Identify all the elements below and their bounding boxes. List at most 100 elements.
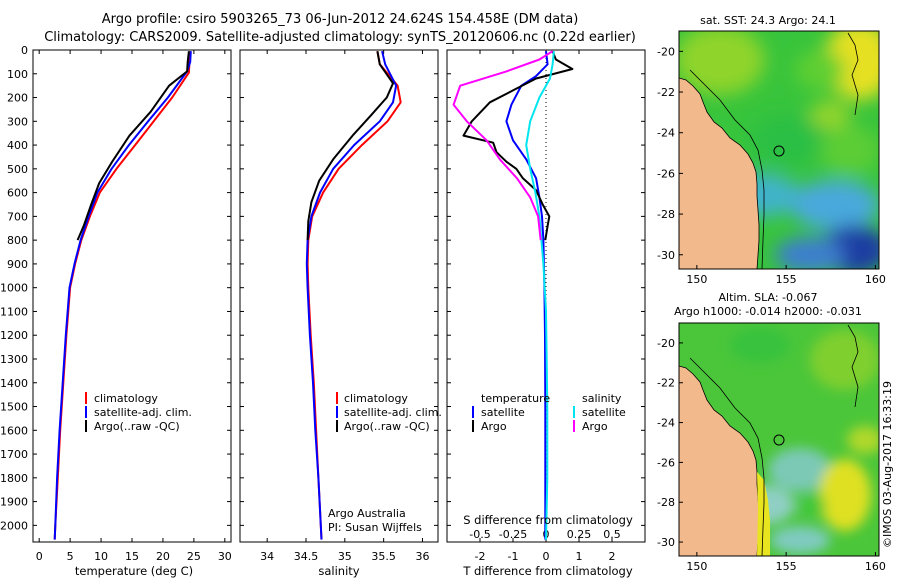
figure-title-line-1: Argo profile: csiro 5903265_73 06-Jun-20… bbox=[102, 12, 579, 27]
depth-tick-label: 1600 bbox=[0, 424, 28, 437]
legend-s-satellite-label: satellite bbox=[582, 406, 626, 419]
legend-t-satellite-label: satellite bbox=[481, 406, 525, 419]
sst-map-title: sat. SST: 24.3 Argo: 24.1 bbox=[700, 14, 836, 27]
temperature-panel: 0100200300400500600700800900100011001200… bbox=[0, 44, 232, 578]
legend-argo-label: Argo(..raw -QC) bbox=[344, 420, 430, 433]
temperature-depth-axis: 0 100 200 300 400 500 600 700 800 900 1000 1100 1200… bbox=[0, 44, 28, 532]
depth-tick-label: 800 bbox=[7, 234, 28, 247]
x-tick-label: 0 bbox=[36, 550, 43, 563]
map-y-tick-label: -22 bbox=[657, 86, 675, 99]
temperature-x-axis: 0 5 10 15 20 25 30 bbox=[36, 50, 232, 563]
sla-map-frame bbox=[678, 322, 880, 557]
map-x-tick-label: 160 bbox=[865, 273, 886, 286]
x-tick-label: 1 bbox=[576, 550, 583, 563]
sla-map-axes: 150 155 160 -20 -22 -24 -26 -28 -30 bbox=[657, 337, 886, 573]
sla-map-title: Altim. SLA: -0.067 bbox=[718, 291, 817, 304]
temperature-legend: climatology satellite-adj. clim. Argo(..… bbox=[85, 392, 192, 433]
depth-tick-label: 1400 bbox=[0, 377, 28, 390]
sla-float-position bbox=[773, 434, 785, 446]
map-x-tick-label: 155 bbox=[776, 273, 797, 286]
temperature-axis-label: temperature (deg C) bbox=[75, 564, 193, 578]
x-tick-label: 5 bbox=[67, 550, 74, 563]
series-line-argo-raw-qc- bbox=[76, 51, 190, 241]
map-y-tick-label: -22 bbox=[657, 377, 675, 390]
legend-s-argo-label: Argo bbox=[582, 420, 608, 433]
difference-panel: -2 -1 0 1 2-0.5 -0.25 0 0.25 0.5 T difference fr… bbox=[446, 49, 646, 578]
series-line-temperature-argo bbox=[462, 50, 574, 241]
depth-tick-label: 1000 bbox=[0, 282, 28, 295]
imos-credit: ©IMOS 03-Aug-2017 16:33:19 bbox=[881, 381, 894, 548]
map-y-tick-label: -20 bbox=[657, 45, 675, 58]
x-tick-label: 0 bbox=[543, 550, 550, 563]
sst-map-frame bbox=[678, 30, 880, 270]
x-tick-label: 36 bbox=[415, 550, 429, 563]
map-y-tick-label: -24 bbox=[657, 417, 675, 430]
x-tick-label: 25 bbox=[187, 550, 201, 563]
map-y-tick-label: -26 bbox=[657, 456, 675, 469]
x-tick-label: 10 bbox=[94, 550, 108, 563]
depth-tick-label: 900 bbox=[7, 258, 28, 271]
x-tick-label: 2 bbox=[609, 550, 616, 563]
map-y-tick-label: -28 bbox=[657, 208, 675, 221]
sst-map: sat. SST: 24.3 Argo: 24.1 150 155 160 -20 -2… bbox=[657, 14, 886, 286]
x-tick-label: 30 bbox=[218, 550, 232, 563]
depth-tick-label: 600 bbox=[7, 187, 28, 200]
x-tick-label: -2 bbox=[475, 550, 486, 563]
map-y-tick-label: -24 bbox=[657, 127, 675, 140]
salinity-panel: 34 34.5 35 35.5 36 salinity climatology sate… bbox=[239, 49, 442, 578]
legend-argo-label: Argo(..raw -QC) bbox=[94, 420, 180, 433]
salinity-x-axis: 34 34.5 35 35.5 36 bbox=[260, 50, 429, 563]
map-y-tick-label: -30 bbox=[657, 249, 675, 262]
sst-map-axes: 150 155 160 -20 -22 -24 -26 -28 -30 bbox=[657, 45, 886, 286]
sla-isobath bbox=[689, 357, 765, 556]
map-x-tick-label: 155 bbox=[776, 560, 797, 573]
depth-tick-label: 1700 bbox=[0, 448, 28, 461]
difference-lines bbox=[452, 50, 574, 540]
s-difference-axis-label: S difference from climatology bbox=[463, 513, 633, 527]
map-x-tick-label: 150 bbox=[686, 560, 707, 573]
x-tick-label: 20 bbox=[156, 550, 170, 563]
difference-legend: temperature satellite Argo salinity sate… bbox=[472, 392, 626, 433]
depth-tick-label: 1300 bbox=[0, 353, 28, 366]
map-x-tick-label: 150 bbox=[686, 273, 707, 286]
x-tick-label: 34.5 bbox=[294, 550, 319, 563]
series-line-salinity-satellite bbox=[525, 51, 555, 540]
map-y-tick-label: -26 bbox=[657, 167, 675, 180]
temperature-lines bbox=[53, 51, 192, 540]
map-y-tick-label: -20 bbox=[657, 337, 675, 350]
sst-land bbox=[679, 77, 760, 269]
depth-tick-label: 700 bbox=[7, 210, 28, 223]
series-line-argo-raw-qc- bbox=[306, 51, 394, 241]
series-line-salinity-argo bbox=[452, 50, 554, 241]
series-line-satellite-adj-clim- bbox=[53, 51, 192, 540]
s-tick-label: -0.5 bbox=[469, 528, 490, 541]
annotation-argo-australia: Argo Australia bbox=[328, 507, 406, 520]
depth-tick-label: 0 bbox=[21, 44, 28, 57]
depth-tick-label: 400 bbox=[7, 139, 28, 152]
map-y-tick-label: -28 bbox=[657, 496, 675, 509]
s-tick-label: 0.5 bbox=[603, 528, 621, 541]
legend-temperature-header: temperature bbox=[481, 392, 550, 405]
salinity-legend: climatology satellite-adj. clim. Argo(..… bbox=[336, 392, 442, 433]
figure-title-line-2: Climatology: CARS2009. Satellite-adjuste… bbox=[44, 30, 636, 45]
depth-tick-label: 1500 bbox=[0, 401, 28, 414]
sla-isobath-offshore bbox=[847, 324, 859, 408]
depth-tick-label: 300 bbox=[7, 115, 28, 128]
sla-map: Altim. SLA: -0.067 Argo h1000: -0.014 h2… bbox=[657, 291, 886, 573]
depth-tick-label: 500 bbox=[7, 163, 28, 176]
depth-tick-label: 1800 bbox=[0, 472, 28, 485]
x-tick-label: 35.5 bbox=[371, 550, 396, 563]
series-line-satellite-adj-clim- bbox=[305, 50, 398, 540]
x-tick-label: 35 bbox=[338, 550, 352, 563]
sla-field-patches bbox=[725, 327, 879, 554]
legend-satellite-label: satellite-adj. clim. bbox=[94, 406, 192, 419]
legend-t-argo-label: Argo bbox=[481, 420, 507, 433]
salinity-plot-frame bbox=[239, 49, 439, 543]
t-difference-axis-label: T difference from climatology bbox=[462, 564, 633, 578]
map-y-tick-label: -30 bbox=[657, 536, 675, 549]
x-tick-label: 34 bbox=[260, 550, 274, 563]
s-tick-label: 0.25 bbox=[567, 528, 592, 541]
legend-climatology-label: climatology bbox=[344, 392, 408, 405]
depth-tick-label: 200 bbox=[7, 92, 28, 105]
